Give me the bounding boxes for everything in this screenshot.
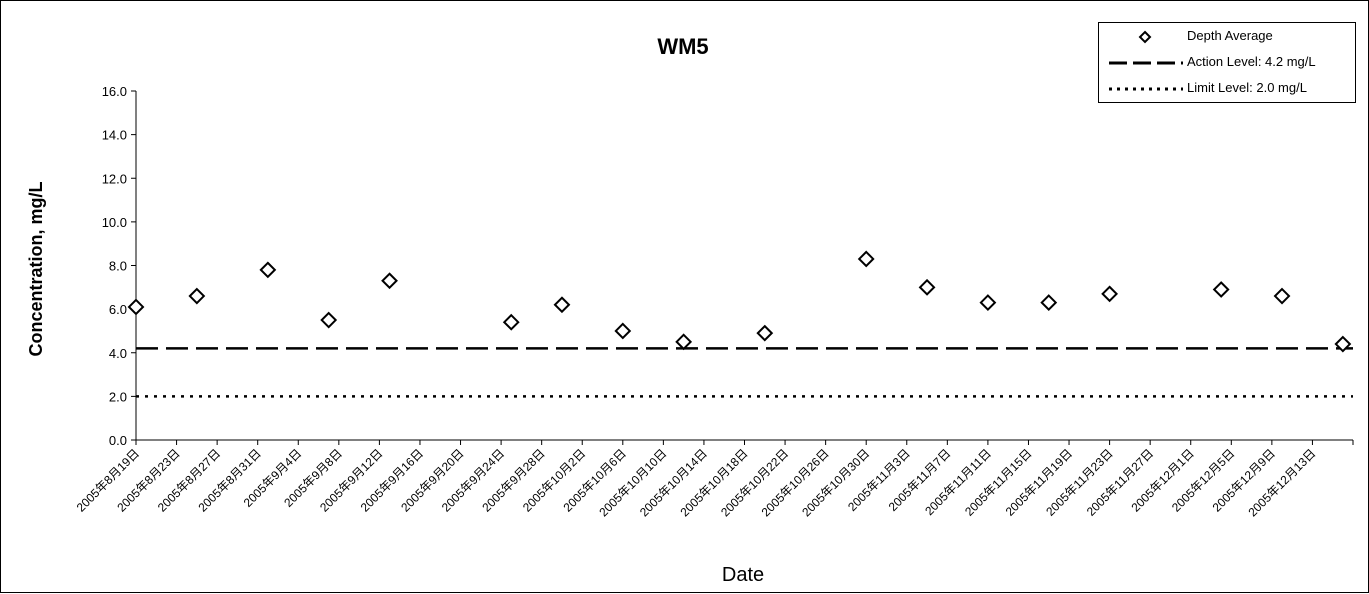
y-tick-label: 6.0 [109, 302, 127, 317]
data-point-diamond [1334, 335, 1352, 353]
data-point-diamond [756, 324, 774, 342]
data-point-diamond [127, 298, 145, 316]
y-axis-label: Concentration, mg/L [26, 181, 46, 356]
y-tick-label: 10.0 [102, 215, 127, 230]
data-point-diamond [1212, 281, 1230, 298]
data-point-diamond [381, 272, 398, 290]
data-point-diamond [979, 294, 997, 311]
legend-label-action-level: Action Level: 4.2 mg/L [1187, 54, 1316, 69]
data-point-diamond [675, 333, 693, 351]
y-tick-label: 16.0 [102, 84, 127, 99]
dotted-line-icon [1109, 87, 1183, 91]
legend-item-action-level: Action Level: 4.2 mg/L [1099, 51, 1355, 74]
data-point-diamond [1273, 287, 1291, 305]
plot-area: 0.02.04.06.08.010.012.014.016.02005年8月19… [74, 84, 1354, 519]
legend-item-limit-level: Limit Level: 2.0 mg/L [1099, 77, 1355, 100]
data-point-diamond [918, 278, 936, 296]
diamond-marker-icon [1138, 30, 1152, 44]
y-tick-label: 0.0 [109, 433, 127, 448]
data-point-diamond [320, 311, 338, 329]
chart-title: WM5 [657, 34, 708, 59]
y-tick-label: 8.0 [109, 259, 127, 274]
x-axis-label: Date [722, 564, 764, 586]
data-point-diamond [857, 250, 875, 268]
y-tick-label: 2.0 [109, 389, 127, 404]
legend-item-depth-average: Depth Average [1099, 25, 1355, 48]
y-tick-label: 12.0 [102, 171, 127, 186]
y-tick-label: 4.0 [109, 346, 127, 361]
data-point-diamond [614, 322, 632, 340]
chart-legend: Depth Average Action Level: 4.2 mg/L Lim… [1098, 22, 1356, 103]
legend-label-limit-level: Limit Level: 2.0 mg/L [1187, 80, 1307, 95]
data-point-diamond [188, 287, 206, 305]
data-point-diamond [553, 296, 571, 314]
legend-label-depth-average: Depth Average [1187, 28, 1273, 43]
data-point-diamond [259, 261, 277, 279]
dashed-line-icon [1109, 61, 1183, 65]
y-tick-label: 14.0 [102, 128, 127, 143]
data-point-diamond [502, 313, 520, 331]
data-point-diamond [1101, 285, 1119, 303]
data-point-diamond [1040, 294, 1058, 311]
